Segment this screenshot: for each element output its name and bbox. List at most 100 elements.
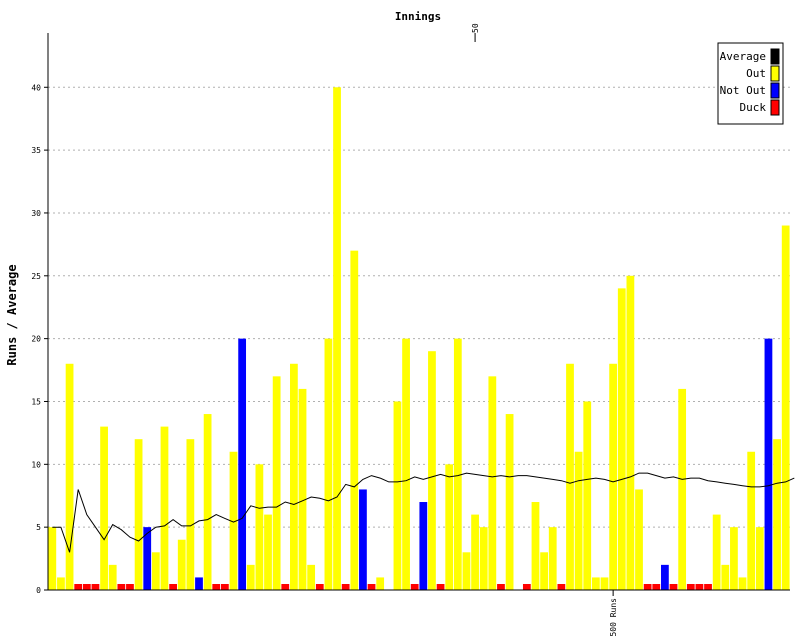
bar-innings-83 (755, 527, 764, 590)
bar-innings-7 (100, 426, 108, 590)
bar-innings-65 (600, 577, 609, 590)
bar-innings-77 (704, 584, 712, 590)
bar-innings-23 (238, 338, 247, 590)
bar-innings-9 (117, 584, 126, 590)
legend-swatch-not-out (770, 82, 780, 99)
bar-innings-74 (678, 388, 687, 590)
bar-innings-32 (315, 584, 324, 590)
bar-innings-24 (246, 564, 255, 590)
bar-innings-8 (108, 564, 117, 590)
bar-innings-22 (229, 451, 238, 590)
bar-innings-29 (290, 363, 298, 590)
bar-innings-52 (488, 376, 497, 590)
y-tick-label-30: 30 (31, 209, 41, 218)
bar-innings-62 (574, 451, 583, 590)
bar-innings-45 (428, 351, 436, 590)
bar-innings-64 (591, 577, 600, 590)
legend: Average Out Not Out Duck (717, 42, 784, 125)
bar-innings-26 (264, 514, 272, 590)
legend-items: Average Out Not Out Duck (720, 48, 780, 116)
bar-innings-10 (126, 584, 134, 590)
bar-innings-79 (721, 564, 730, 590)
grid-lines (48, 86, 790, 528)
y-axis-label: Runs / Average (5, 264, 19, 365)
bar-innings-49 (462, 552, 471, 590)
bar-innings-17 (186, 439, 195, 590)
bar-innings-56 (522, 584, 531, 590)
bar-innings-35 (341, 584, 350, 590)
milestone-label: 500 Runs (609, 598, 618, 637)
bars (48, 87, 790, 591)
bar-innings-12 (143, 527, 152, 590)
chart-title: Innings (395, 10, 441, 23)
bar-innings-3 (65, 363, 74, 590)
y-tick-label-10: 10 (31, 460, 41, 469)
bar-innings-36 (350, 250, 359, 590)
tick-labels: 0 5 10 15 20 25 30 35 40 50 500 Runs (31, 23, 618, 636)
y-tick-label-35: 35 (31, 146, 41, 155)
legend-label-out: Out (746, 67, 766, 80)
bar-innings-69 (635, 489, 643, 590)
bar-innings-31 (307, 564, 316, 590)
bar-innings-34 (333, 87, 341, 591)
bar-innings-76 (695, 584, 704, 590)
bar-innings-37 (359, 489, 367, 590)
average-line-layer (52, 472, 795, 553)
y-tick-label-25: 25 (31, 272, 41, 281)
bar-innings-39 (376, 577, 385, 590)
y-tick-label-5: 5 (36, 523, 41, 532)
bar-innings-43 (410, 584, 419, 590)
bar-innings-20 (212, 584, 221, 590)
bar-innings-61 (566, 363, 574, 590)
bar-innings-81 (738, 577, 747, 590)
bar-innings-86 (781, 225, 790, 590)
bar-innings-33 (324, 338, 333, 590)
bar-innings-57 (531, 502, 540, 590)
bar-innings-48 (453, 338, 462, 590)
average-line (52, 472, 795, 553)
bar-innings-71 (652, 584, 661, 590)
bar-innings-28 (281, 584, 290, 590)
bar-innings-54 (505, 414, 514, 590)
bar-innings-42 (402, 338, 410, 590)
bar-innings-68 (626, 275, 635, 590)
bar-innings-46 (436, 584, 445, 590)
bar-innings-50 (471, 514, 479, 590)
y-tick-label-0: 0 (36, 586, 41, 595)
bar-innings-72 (661, 564, 669, 590)
bar-innings-18 (195, 577, 203, 590)
bar-innings-47 (445, 464, 454, 590)
bar-innings-38 (367, 584, 376, 590)
bar-innings-4 (74, 584, 83, 590)
bar-innings-85 (773, 439, 781, 590)
bar-innings-2 (57, 577, 65, 590)
legend-swatch-out (770, 65, 780, 82)
bar-innings-19 (203, 414, 212, 590)
bar-innings-5 (82, 584, 91, 590)
legend-swatch-duck (770, 99, 780, 116)
y-tick-label-15: 15 (31, 397, 41, 406)
bar-innings-15 (169, 584, 177, 590)
bar-innings-63 (583, 401, 592, 590)
bar-innings-1 (48, 527, 57, 590)
bar-innings-21 (220, 584, 229, 590)
bar-innings-59 (548, 527, 557, 590)
bar-innings-27 (272, 376, 281, 590)
bar-innings-70 (643, 584, 652, 590)
bar-innings-6 (91, 584, 100, 590)
bar-innings-84 (764, 338, 773, 590)
bar-innings-82 (747, 451, 756, 590)
bar-innings-11 (134, 439, 143, 590)
y-tick-label-20: 20 (31, 335, 41, 344)
bar-innings-51 (479, 527, 488, 590)
legend-label-average: Average (720, 50, 766, 63)
bar-innings-16 (177, 539, 186, 590)
bar-innings-25 (255, 464, 264, 590)
bar-innings-67 (617, 288, 626, 590)
legend-label-duck: Duck (740, 101, 767, 114)
legend-label-not-out: Not Out (720, 84, 766, 97)
bar-innings-75 (686, 584, 695, 590)
y-tick-label-40: 40 (31, 83, 41, 92)
bar-innings-53 (497, 584, 505, 590)
